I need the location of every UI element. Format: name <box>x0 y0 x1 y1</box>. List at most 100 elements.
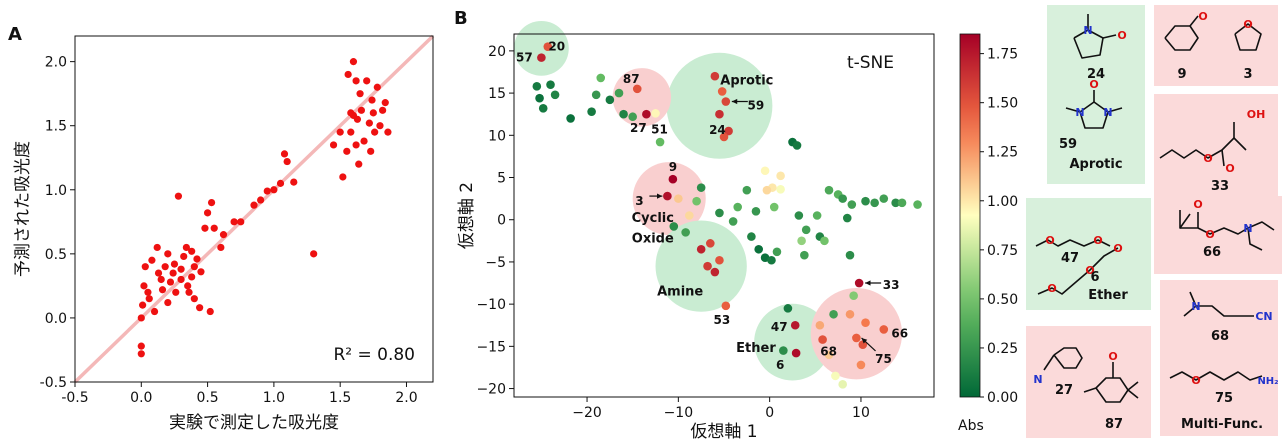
tsne-point <box>891 198 900 208</box>
tsne-point <box>715 255 724 265</box>
scatter-point <box>137 342 145 350</box>
scatter-point <box>177 265 185 273</box>
atom-o: O <box>1205 228 1214 241</box>
label-47: 47 <box>1061 251 1079 266</box>
tsne-point <box>852 333 861 343</box>
x-tick-label: -0.5 <box>61 390 88 406</box>
bond <box>1196 305 1254 317</box>
scatter-point <box>145 295 153 303</box>
atom-o: O <box>1093 234 1102 247</box>
y-tick-label: 1.0 <box>45 183 67 199</box>
scatter-point <box>203 209 212 217</box>
panel-a-letter: A <box>8 24 22 45</box>
scatter-point <box>166 278 175 286</box>
cluster-label-cyclic: Cyclic <box>632 211 674 226</box>
point-label: 59 <box>747 99 764 113</box>
tsne-point <box>791 348 801 358</box>
atom-o: O <box>1203 152 1212 165</box>
x-tick-label: 1.0 <box>263 390 285 406</box>
tsne-point <box>849 291 858 300</box>
y-tick-label: 10 <box>488 128 506 144</box>
scatter-point <box>344 70 352 79</box>
tsne-point <box>794 211 804 220</box>
panel-b-plot: −20 −10 0 10 −20 −15 −10 −5 0 5 10 15 20 仮想軸 1 仮想軸 2 t-… <box>457 20 935 441</box>
tsne-point <box>858 340 868 349</box>
point-label: 68 <box>820 345 837 359</box>
colorbar-tick-label: 0.25 <box>987 341 1018 357</box>
atom-o: O <box>1198 10 1207 23</box>
scatter-point <box>170 260 179 268</box>
atom-n: N <box>1191 300 1200 313</box>
scatter-point <box>144 288 152 296</box>
point-label: 33 <box>883 278 900 292</box>
tsne-point <box>724 126 733 136</box>
atom-n: N <box>1243 222 1252 235</box>
label-6: 6 <box>1090 270 1099 285</box>
scatter-point <box>363 77 371 85</box>
tsne-point <box>703 261 712 271</box>
scatter-point <box>371 128 379 136</box>
colorbar-tick-label: 0.75 <box>987 243 1018 259</box>
bond <box>1247 221 1275 231</box>
bond <box>1164 25 1199 51</box>
tsne-point <box>776 185 785 194</box>
cluster-circle <box>514 20 569 76</box>
colorbar-tick-label: 0.00 <box>987 390 1018 406</box>
scatter-point <box>201 224 209 232</box>
tsne-point <box>721 97 731 106</box>
label-59: 59 <box>1059 137 1077 152</box>
colorbar-tick-label: 1.25 <box>987 145 1018 161</box>
tsne-point <box>628 112 637 122</box>
tsne-point <box>769 202 779 212</box>
colorbar-tick-label: 1.50 <box>987 96 1018 112</box>
tsne-point <box>797 236 806 246</box>
scatter-point <box>356 90 364 98</box>
atom-nh2: NH₂ <box>1257 376 1278 387</box>
y-tick-label: 2.0 <box>45 55 67 71</box>
tsne-point <box>538 103 548 113</box>
tsne-point <box>792 141 802 150</box>
scatter-point <box>283 157 291 166</box>
arrow-head <box>656 193 663 199</box>
x-tick-label: 10 <box>852 405 870 421</box>
tsne-point <box>772 247 782 257</box>
tsne-point <box>751 206 761 216</box>
scatter-point <box>206 307 214 316</box>
x-tick-label: 2.0 <box>395 390 417 406</box>
atom-n: N <box>1103 106 1112 119</box>
scatter-point <box>250 201 258 209</box>
bond <box>1053 347 1083 369</box>
box-title-aprotic: Aprotic <box>1069 157 1122 172</box>
tsne-point <box>760 166 770 176</box>
label-68: 68 <box>1211 329 1229 344</box>
x-axis-title: 実験で測定した吸光度 <box>169 413 339 433</box>
scatter-point <box>210 224 218 232</box>
tsne-point <box>696 183 706 192</box>
tsne-point <box>820 236 829 246</box>
tsne-point <box>783 304 793 313</box>
tsne-point <box>715 109 724 119</box>
scatter-point <box>148 256 156 264</box>
tsne-point <box>535 93 544 103</box>
point-label: 9 <box>669 160 677 174</box>
atom-n: N <box>1033 373 1042 386</box>
x-tick-label: 0.0 <box>130 390 152 406</box>
bond <box>1221 149 1225 167</box>
plot-frame <box>513 33 935 398</box>
label-75: 75 <box>1215 391 1233 406</box>
y-tick-label: 20 <box>488 44 506 60</box>
label-66: 66 <box>1203 245 1221 260</box>
scatter-point <box>357 106 365 114</box>
tsne-point <box>913 200 922 209</box>
y-tick-label: 15 <box>488 86 506 102</box>
tsne-point <box>605 95 615 105</box>
atom-cn: CN <box>1255 310 1272 323</box>
arrow-head <box>731 98 738 105</box>
tsne-point <box>861 318 870 328</box>
atom-o: O <box>1191 374 1200 387</box>
tsne-point <box>818 335 827 344</box>
plot-title: t-SNE <box>847 53 894 73</box>
tsne-point <box>587 107 596 116</box>
tsne-point <box>663 191 672 201</box>
scatter-point <box>352 141 360 149</box>
